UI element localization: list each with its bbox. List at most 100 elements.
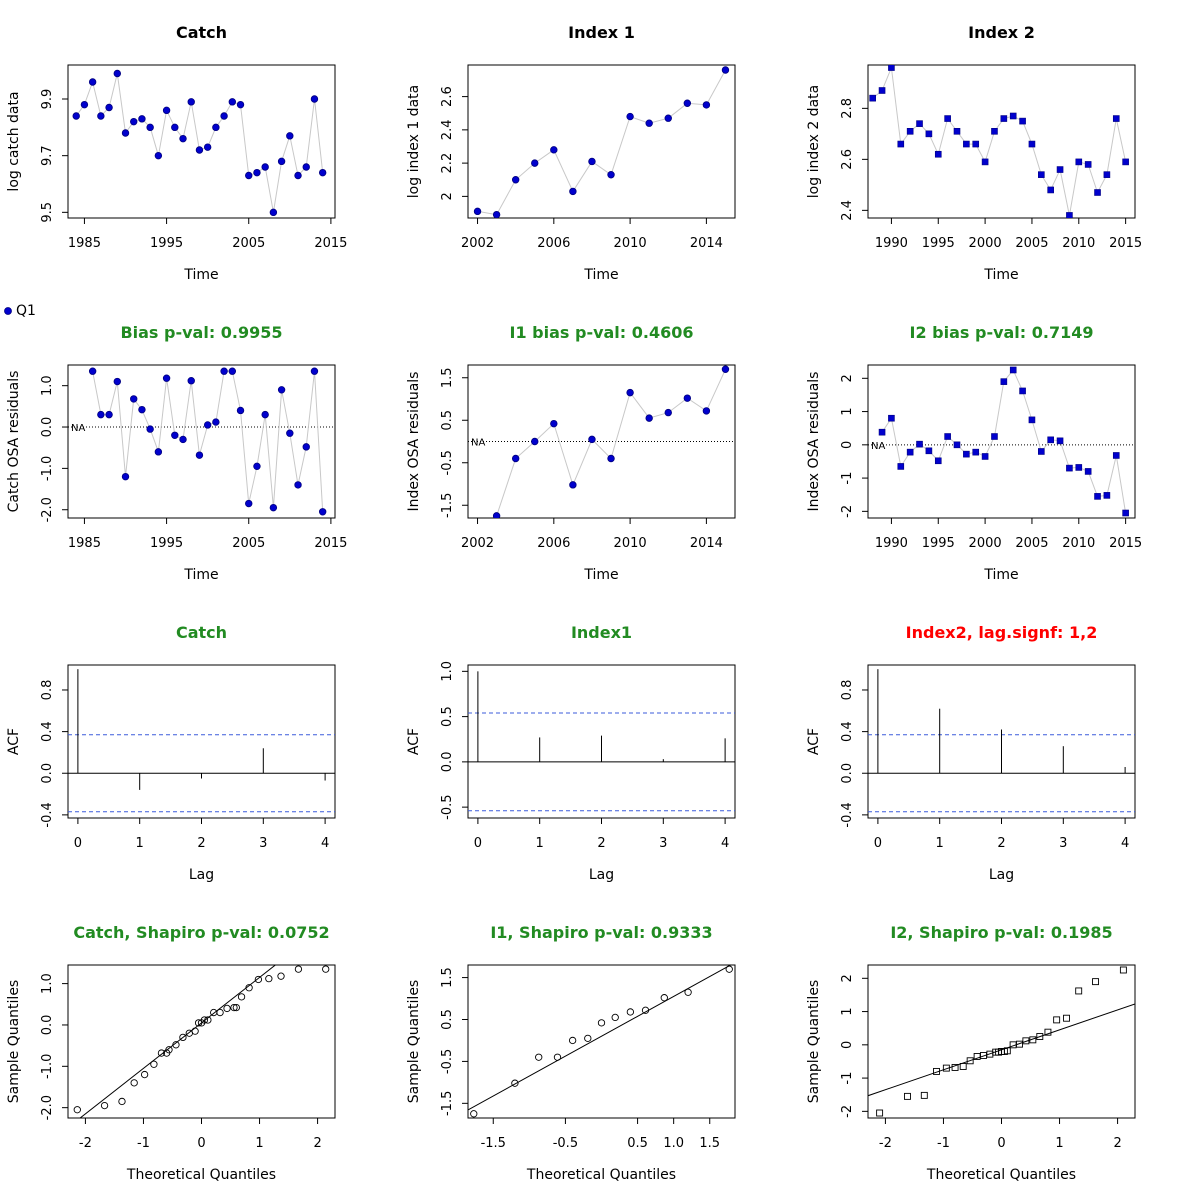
catch-acf-title: Catch: [176, 623, 227, 642]
catch-data-xtick-label: 2015: [314, 236, 347, 251]
catch-resid-point: [277, 386, 286, 394]
catch-resid-point: [245, 499, 253, 508]
catch-resid-xtick-label: 1985: [68, 536, 101, 551]
index2-acf-ytick-label: 0.8: [840, 680, 855, 701]
catch-data-point: [245, 171, 253, 180]
index1-acf-ylabel: ACF: [406, 728, 422, 755]
index1-qq-point: [470, 1110, 478, 1118]
index1-qq-point: [660, 994, 668, 1002]
catch-data-point: [294, 171, 302, 180]
catch-acf-ytick-label: -0.4: [40, 802, 55, 827]
index2-acf-xtick-label: 4: [1121, 836, 1129, 851]
catch-data-ytick-label: 9.9: [40, 89, 55, 110]
catch-data-point: [228, 98, 237, 106]
catch-data-point: [121, 129, 130, 137]
index2-data-point: [869, 94, 876, 102]
index2-qq-point: [1022, 1037, 1030, 1045]
index2-qq-point: [1075, 987, 1083, 995]
catch-data-point: [220, 112, 228, 120]
index2-resid-point: [1000, 378, 1008, 385]
index2-data-point: [972, 140, 980, 148]
catch-data-point: [171, 123, 179, 132]
catch-qq-xtick-label: 1: [255, 1136, 263, 1151]
index1-acf-ytick-label: 1.0: [440, 661, 455, 682]
index2-data-point: [1028, 140, 1036, 148]
index1-qq-ytick-label: 0.5: [440, 1009, 455, 1030]
catch-resid-point: [146, 425, 154, 433]
catch-resid-point: [212, 418, 220, 426]
index2-resid-xtick-label: 2010: [1062, 536, 1095, 551]
index2-acf-ytick-label: 0.4: [840, 721, 855, 742]
catch-qq-marks: [73, 965, 330, 1118]
index2-resid-point: [906, 448, 914, 456]
index2-data-point: [916, 120, 923, 127]
index1-resid-ytick-label: 1.5: [440, 367, 455, 388]
index1-qq-point: [584, 1034, 592, 1043]
index2-qq-point: [1053, 1016, 1061, 1024]
catch-qq-xlabel: Theoretical Quantiles: [126, 1167, 276, 1183]
index2-data-point: [1047, 186, 1054, 194]
catch-resid-xtick-label: 1995: [150, 536, 183, 551]
index2-data-point: [1056, 166, 1064, 173]
index2-acf-ytick-label: -0.4: [840, 802, 855, 827]
catch-resid-point: [236, 406, 245, 415]
catch-data-point: [130, 117, 138, 126]
index2-resid-point: [878, 428, 886, 436]
catch-data-point: [97, 112, 105, 120]
index2-acf-title: Index2, lag.signf: 1,2: [906, 623, 1098, 642]
index2-resid-point: [981, 453, 989, 460]
catch-data-ylabel: log catch data: [6, 91, 22, 191]
index2-resid-point: [953, 441, 961, 449]
catch-acf-marks: [68, 669, 335, 813]
catch-qq-point: [163, 1049, 171, 1057]
catch-qq-point: [150, 1060, 158, 1068]
catch-resid-point: [171, 431, 179, 439]
index1-qq-point: [684, 988, 692, 996]
index2-data-xtick-label: 2015: [1109, 236, 1142, 251]
index2-acf-xlabel: Lag: [989, 867, 1014, 883]
index2-data-ylabel: log index 2 data: [806, 85, 822, 198]
index1-data-point: [664, 114, 672, 122]
catch-data-title: Catch: [176, 23, 227, 42]
catch-data-point: [310, 95, 319, 103]
catch-resid-plot-box: [67, 364, 336, 519]
catch-qq-xtick-label: 0: [197, 1136, 205, 1151]
index2-qq-point: [951, 1063, 959, 1071]
index1-resid-point: [588, 435, 596, 444]
index1-qq-point: [725, 965, 733, 973]
index1-resid-xtick-label: 2002: [461, 536, 494, 551]
index2-qq-point: [959, 1062, 967, 1070]
index2-resid-point: [888, 414, 895, 422]
index2-data-point: [1112, 115, 1120, 122]
index1-data-point: [550, 146, 558, 154]
catch-qq-point: [245, 984, 253, 992]
catch-qq-point: [254, 975, 263, 984]
catch-data-xtick-label: 1995: [150, 236, 183, 251]
index2-qq-xtick-label: -2: [879, 1136, 892, 1151]
catch-resid-point: [154, 448, 163, 456]
catch-resid-point: [318, 508, 327, 516]
index2-data-point: [1009, 112, 1017, 120]
index1-resid-na-label: NA: [471, 438, 485, 449]
index2-data-point: [925, 130, 933, 138]
index1-data-ytick-label: 2.2: [440, 153, 455, 174]
index1-data-panel: Index 1 2002 2006 2010 2014 2 2.2 2.4 2.6 Time log…: [406, 23, 736, 283]
index2-data-point: [1066, 212, 1073, 218]
catch-resid-point: [269, 503, 278, 512]
index1-data-marks: [473, 66, 730, 218]
index1-qq-xtick-label: -0.5: [553, 1136, 578, 1151]
index2-resid-point: [1122, 509, 1129, 517]
index2-resid-point: [1009, 366, 1017, 374]
catch-data-point: [203, 143, 212, 151]
index2-data-point: [888, 65, 895, 71]
index2-qq-point: [1036, 1033, 1044, 1040]
catch-data-xtick-label: 1985: [68, 236, 101, 251]
index1-qq-point: [535, 1053, 543, 1061]
catch-qq-ylabel: Sample Quantiles: [6, 980, 22, 1103]
index2-data-title: Index 2: [968, 23, 1035, 42]
index2-resid-ytick-label: -1: [840, 472, 855, 485]
catch-qq-point: [216, 1008, 224, 1017]
index2-qq-ytick-label: 1: [840, 1007, 855, 1015]
index1-data-point: [492, 210, 501, 218]
